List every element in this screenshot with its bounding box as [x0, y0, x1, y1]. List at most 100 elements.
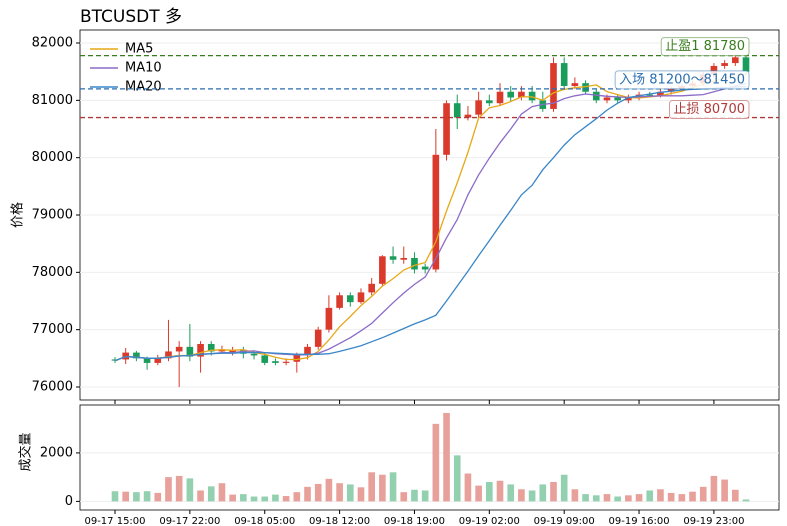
candle-body	[336, 295, 343, 308]
level-box	[660, 37, 750, 57]
volume-bar	[646, 490, 654, 502]
x-tick-label: 09-19 09:00	[534, 516, 595, 526]
candle-body	[625, 97, 632, 101]
candle-body	[293, 354, 301, 362]
volume-bar	[453, 455, 461, 502]
y-axis-label: 价格	[10, 202, 26, 228]
volume-bar	[667, 492, 675, 502]
y-tick-label: 79000	[32, 208, 73, 223]
volume-bar	[197, 490, 204, 502]
candle-body	[368, 283, 375, 293]
volume-bar	[625, 495, 632, 502]
candle-body	[133, 352, 140, 359]
x-tick-label: 09-19 23:00	[683, 516, 744, 526]
candle-body	[250, 353, 258, 356]
volume-bar	[731, 489, 739, 502]
volume-bar	[699, 486, 707, 502]
candle-body	[154, 358, 162, 363]
volume-bar	[229, 494, 236, 502]
y-tick-label: 76000	[32, 379, 73, 394]
volume-bar	[250, 496, 258, 502]
volume-bar	[368, 472, 375, 502]
candle-body	[282, 361, 290, 363]
candle-body	[346, 295, 354, 303]
candle-body	[186, 346, 194, 357]
candle-body	[657, 91, 664, 96]
candle-body	[582, 83, 589, 92]
candle-body	[229, 349, 236, 353]
candle-body	[304, 346, 311, 355]
volume-bar	[721, 479, 728, 502]
candle-body	[379, 256, 386, 284]
volume-bar	[475, 485, 482, 502]
legend-label: MA20	[125, 80, 162, 95]
candle-body	[742, 57, 750, 72]
volume-bar	[357, 487, 365, 502]
candle-body	[357, 292, 365, 303]
candle-body	[421, 266, 429, 270]
y-tick-label: 0	[65, 494, 73, 509]
ma-line	[114, 83, 747, 362]
volume-bar	[272, 494, 279, 502]
volume-bar	[240, 494, 247, 502]
candle-body	[143, 358, 151, 363]
volume-bar	[507, 484, 515, 502]
y-tick-label: 81000	[32, 93, 73, 108]
volume-bar	[486, 481, 493, 502]
volume-bar	[400, 492, 408, 502]
y-tick-label: 82000	[32, 36, 73, 51]
volume-bar	[175, 475, 183, 502]
level-label: 止盈1 81780	[665, 39, 745, 54]
y-tick-label: 78000	[32, 265, 73, 280]
candle-body	[325, 307, 333, 330]
level-box	[614, 70, 750, 90]
candle-body	[432, 154, 440, 270]
volume-bar	[592, 495, 600, 502]
ma-line	[114, 73, 747, 362]
x-tick-label: 09-18 19:00	[384, 516, 445, 526]
volume-bar	[582, 494, 589, 502]
volume-bar	[560, 474, 568, 502]
ma-line	[114, 85, 747, 362]
volume-bar	[314, 483, 322, 502]
candle-body	[389, 256, 397, 260]
candle-body	[475, 100, 482, 115]
volume-bar	[165, 477, 172, 502]
volume-bar	[742, 499, 750, 502]
volume-bar	[207, 486, 215, 502]
candle-body	[507, 91, 515, 98]
volume-panel	[79, 404, 780, 511]
volume-bar	[154, 492, 162, 502]
volume-bar	[464, 473, 472, 502]
volume-bar	[411, 489, 418, 502]
volume-bar	[689, 491, 696, 502]
candle-body	[731, 57, 739, 64]
candle-body	[646, 94, 654, 96]
candle-body	[496, 91, 504, 104]
candle-body	[486, 100, 493, 104]
volume-bar	[614, 496, 621, 502]
x-tick-label: 09-18 12:00	[309, 516, 370, 526]
volume-bar	[421, 490, 429, 502]
volume-bar	[282, 496, 290, 502]
candle-body	[710, 65, 718, 75]
y-tick-label: 80000	[32, 150, 73, 165]
candle-body	[411, 257, 418, 270]
level-label: 止损 80700	[674, 102, 746, 117]
candle-body	[592, 91, 600, 101]
candle-body	[614, 97, 621, 101]
candle-body	[175, 346, 183, 352]
candle-body	[453, 103, 461, 118]
volume-bar	[304, 486, 311, 502]
candle-body	[464, 114, 472, 118]
x-tick-label: 09-18 05:00	[234, 516, 295, 526]
volume-bar	[122, 491, 130, 502]
y-tick-label: 77000	[32, 322, 73, 337]
x-tick-label: 09-19 02:00	[459, 516, 520, 526]
candle-body	[165, 351, 172, 359]
candle-body	[560, 63, 568, 87]
candle-body	[314, 329, 322, 347]
volume-bar	[571, 489, 579, 502]
legend-label: MA5	[125, 42, 153, 57]
